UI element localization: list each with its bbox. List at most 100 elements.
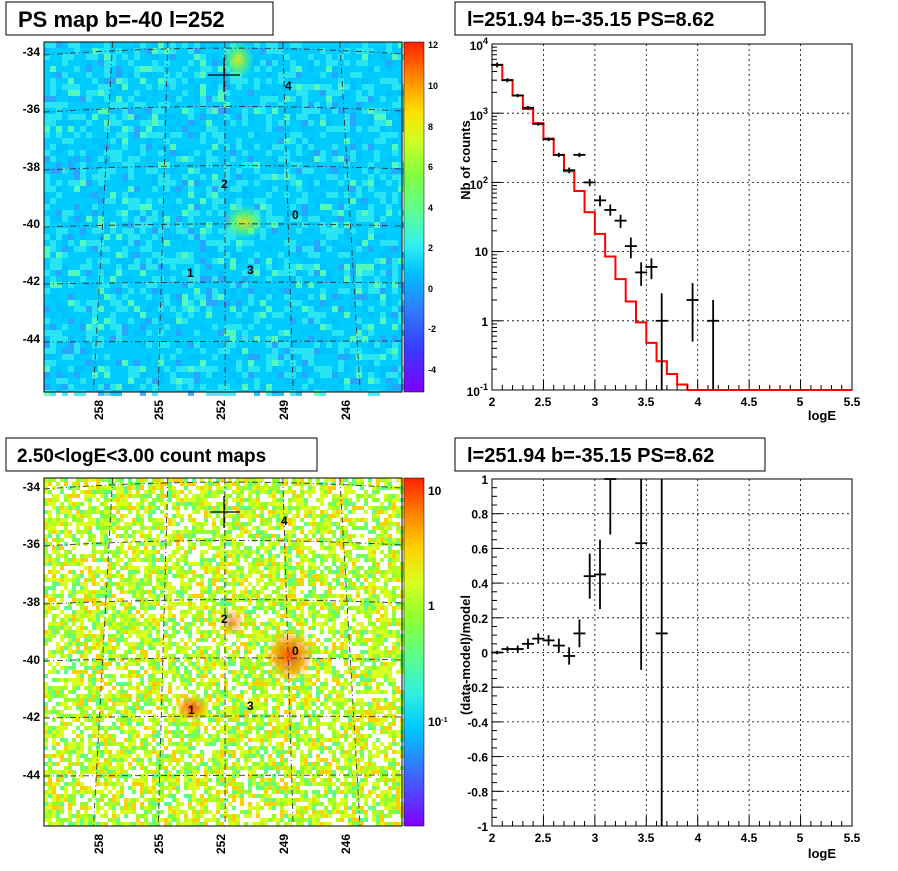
map-cell xyxy=(112,538,116,542)
map-cell xyxy=(332,60,338,66)
map-cell xyxy=(180,550,184,554)
map-cell xyxy=(132,526,136,530)
map-cell xyxy=(52,538,56,542)
map-cell xyxy=(260,494,264,498)
map-cell xyxy=(260,312,266,318)
map-cell xyxy=(172,490,176,494)
map-cell xyxy=(182,240,188,246)
map-cell xyxy=(340,554,344,558)
map-cell xyxy=(100,578,104,582)
map-cell xyxy=(368,546,372,550)
map-cell xyxy=(160,602,164,606)
map-cell xyxy=(324,486,328,490)
map-cell xyxy=(68,246,74,252)
map-cell xyxy=(140,482,144,486)
map-cell xyxy=(176,72,182,78)
map-cell xyxy=(252,562,256,566)
map-cell xyxy=(344,502,348,506)
map-cell xyxy=(76,558,80,562)
map-cell xyxy=(344,90,350,96)
map-cell xyxy=(140,530,144,534)
map-cell xyxy=(356,518,360,522)
map-cell xyxy=(380,490,384,494)
map-cell xyxy=(368,210,374,216)
map-cell xyxy=(392,120,398,126)
map-cell xyxy=(236,78,242,84)
map-cell xyxy=(278,372,284,378)
map-cell xyxy=(242,336,248,342)
map-cell xyxy=(48,606,52,610)
map-cell xyxy=(324,514,328,518)
map-cell xyxy=(44,288,50,294)
map-cell xyxy=(92,54,98,60)
map-cell xyxy=(368,114,374,120)
map-cell xyxy=(108,498,112,502)
map-cell xyxy=(224,384,230,390)
map-cell xyxy=(110,60,116,66)
map-cell xyxy=(364,558,368,562)
map-cell xyxy=(86,360,92,366)
map-cell xyxy=(104,372,110,378)
map-cell xyxy=(92,48,98,54)
map-cell xyxy=(292,526,296,530)
map-cell xyxy=(64,614,68,618)
map-cell xyxy=(134,216,140,222)
map-cell xyxy=(232,494,236,498)
map-cell xyxy=(320,498,324,502)
map-cell xyxy=(188,48,194,54)
map-cell xyxy=(254,354,260,360)
map-cell xyxy=(98,198,104,204)
map-cell xyxy=(48,594,52,598)
map-cell xyxy=(356,554,360,558)
map-cell xyxy=(368,174,374,180)
map-cell xyxy=(248,264,254,270)
map-cell xyxy=(218,258,224,264)
map-cell xyxy=(332,594,336,598)
map-cell xyxy=(380,366,386,372)
map-cell xyxy=(140,542,144,546)
map-cell xyxy=(398,186,404,192)
map-cell xyxy=(200,228,206,234)
map-cell xyxy=(44,494,48,498)
map-cell xyxy=(272,42,278,48)
map-cell xyxy=(308,174,314,180)
map-cell xyxy=(182,156,188,162)
map-cell xyxy=(266,264,272,270)
map-cell xyxy=(364,482,368,486)
map-cell xyxy=(140,562,144,566)
map-cell xyxy=(242,288,248,294)
map-cell xyxy=(192,506,196,510)
map-cell xyxy=(260,486,264,490)
map-cell xyxy=(194,366,200,372)
map-cell xyxy=(80,246,86,252)
map-cell xyxy=(300,486,304,490)
map-cell xyxy=(92,342,98,348)
map-cell xyxy=(148,546,152,550)
map-cell xyxy=(316,586,320,590)
map-cell xyxy=(100,506,104,510)
map-cell xyxy=(256,606,260,610)
map-cell xyxy=(188,168,194,174)
map-cell xyxy=(86,60,92,66)
map-cell xyxy=(280,550,284,554)
map-cell xyxy=(196,550,200,554)
map-cell xyxy=(244,550,248,554)
map-cell xyxy=(62,354,68,360)
map-cell xyxy=(376,590,380,594)
map-cell xyxy=(168,554,172,558)
map-cell xyxy=(120,486,124,490)
map-cell xyxy=(72,614,76,618)
map-cell xyxy=(228,586,232,590)
map-cell xyxy=(254,144,260,150)
map-cell xyxy=(224,78,230,84)
map-cell xyxy=(44,360,50,366)
map-cell xyxy=(352,598,356,602)
map-cell xyxy=(164,228,170,234)
map-cell xyxy=(386,384,392,390)
map-cell xyxy=(384,578,388,582)
map-cell xyxy=(148,502,152,506)
map-cell xyxy=(168,538,172,542)
map-cell xyxy=(266,48,272,54)
map-cell xyxy=(92,78,98,84)
map-cell xyxy=(100,514,104,518)
